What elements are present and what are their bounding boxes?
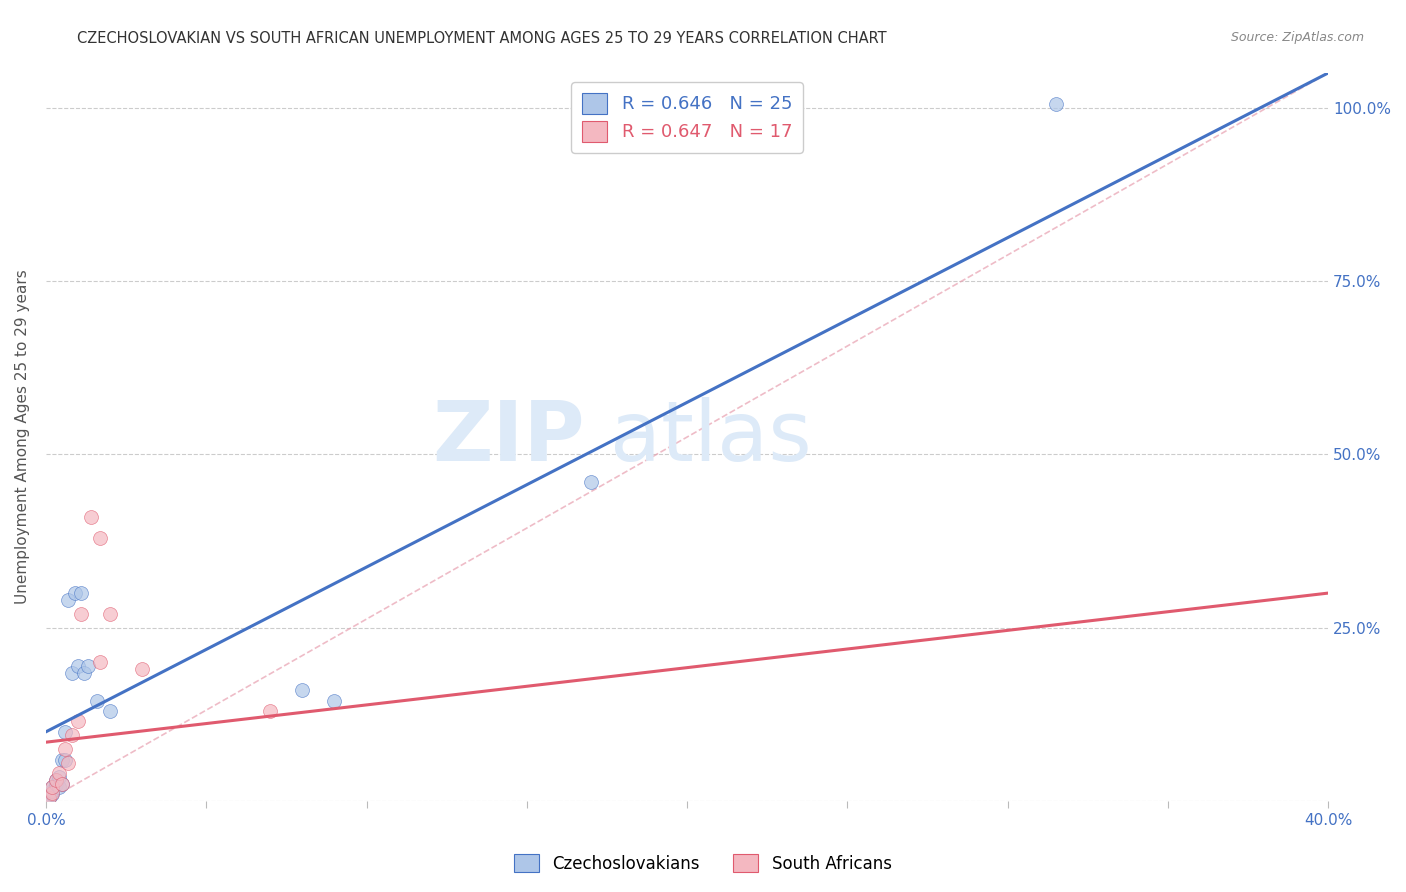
Point [51, 777, 73, 791]
Point [89, 531, 111, 545]
Point [53, 742, 76, 756]
Point [48, 770, 70, 784]
Point [131, 662, 153, 676]
Point [66, 714, 89, 729]
Text: Source: ZipAtlas.com: Source: ZipAtlas.com [1230, 31, 1364, 45]
Point [60, 665, 83, 680]
Point [45, 773, 67, 788]
Point [80, 509, 103, 524]
Point [63, 586, 86, 600]
Point [58, 756, 80, 770]
Point [579, 475, 602, 490]
Point [76, 659, 98, 673]
Point [41, 783, 63, 797]
Point [323, 693, 346, 707]
Point [1045, 97, 1067, 112]
Point [41, 780, 63, 795]
Legend: Czechoslovakians, South Africans: Czechoslovakians, South Africans [508, 847, 898, 880]
Point [66, 659, 89, 673]
Point [70, 607, 93, 621]
Text: atlas: atlas [610, 397, 811, 477]
Point [53, 724, 76, 739]
Point [86, 693, 108, 707]
Point [53, 752, 76, 766]
Point [48, 766, 70, 780]
Point [41, 787, 63, 801]
Point [38, 790, 60, 805]
Y-axis label: Unemployment Among Ages 25 to 29 years: Unemployment Among Ages 25 to 29 years [15, 269, 30, 605]
Point [73, 665, 96, 680]
Point [70, 586, 93, 600]
Point [48, 780, 70, 795]
Text: CZECHOSLOVAKIAN VS SOUTH AFRICAN UNEMPLOYMENT AMONG AGES 25 TO 29 YEARS CORRELAT: CZECHOSLOVAKIAN VS SOUTH AFRICAN UNEMPLO… [77, 31, 887, 46]
Point [41, 780, 63, 795]
Point [259, 704, 281, 718]
Point [38, 790, 60, 805]
Point [60, 728, 83, 742]
Legend: R = 0.646   N = 25, R = 0.647   N = 17: R = 0.646 N = 25, R = 0.647 N = 17 [571, 82, 803, 153]
Text: ZIP: ZIP [432, 397, 585, 477]
Point [51, 752, 73, 766]
Point [98, 607, 121, 621]
Point [98, 704, 121, 718]
Point [291, 683, 314, 698]
Point [51, 777, 73, 791]
Point [45, 773, 67, 788]
Point [89, 656, 111, 670]
Point [45, 777, 67, 791]
Point [41, 786, 63, 800]
Point [58, 593, 80, 607]
